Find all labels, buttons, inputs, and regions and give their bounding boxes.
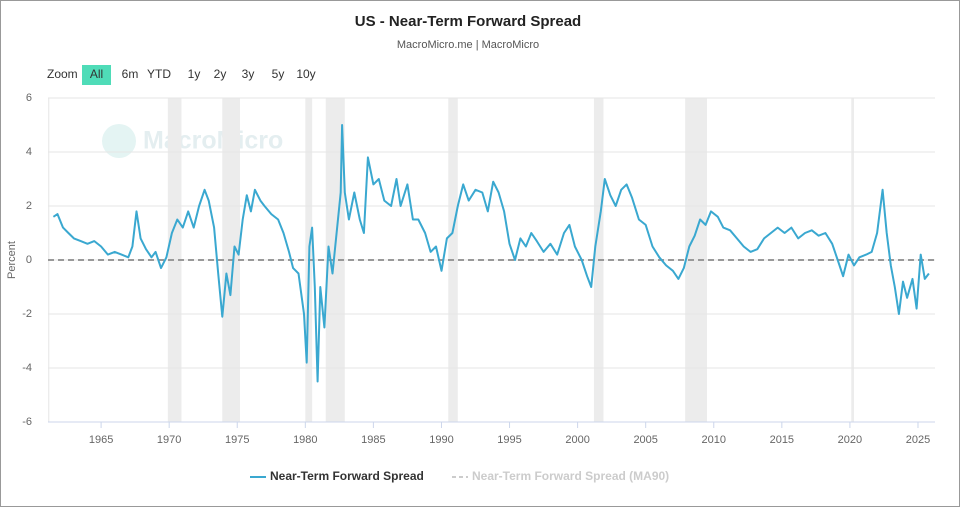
range-button-label: 1y <box>188 67 201 81</box>
y-tick-label: -2 <box>22 308 32 320</box>
range-button[interactable]: 3y <box>242 67 255 81</box>
range-button[interactable]: 1y <box>188 67 201 81</box>
range-button-label: 10y <box>296 67 315 81</box>
y-tick-label: 0 <box>26 254 32 266</box>
x-tick-label: 1985 <box>361 434 385 446</box>
x-tick-label: 1975 <box>225 434 249 446</box>
y-tick-label: 2 <box>26 200 32 212</box>
x-tick-label: 1980 <box>293 434 317 446</box>
zoom-label: Zoom <box>47 67 78 81</box>
x-tick-label: 2005 <box>633 434 657 446</box>
legend-item[interactable]: Near-Term Forward Spread <box>250 469 424 483</box>
range-button-label: 5y <box>272 67 285 81</box>
x-tick-label: 2020 <box>838 434 862 446</box>
y-tick-label: 6 <box>26 92 32 104</box>
watermark-icon <box>102 124 136 158</box>
watermark: MacroMicro <box>143 127 283 155</box>
legend-item[interactable]: Near-Term Forward Spread (MA90) <box>452 469 669 483</box>
y-tick-label: -6 <box>22 416 32 428</box>
legend-label: Near-Term Forward Spread (MA90) <box>472 469 669 483</box>
x-tick-label: 2025 <box>906 434 930 446</box>
range-button-label: 2y <box>214 67 227 81</box>
y-tick-label: -4 <box>22 362 32 374</box>
x-tick-label: 1970 <box>157 434 181 446</box>
range-button-label: YTD <box>147 67 171 81</box>
chart-title: US - Near-Term Forward Spread <box>355 13 581 30</box>
x-tick-label: 2010 <box>702 434 726 446</box>
x-tick-label: 2000 <box>565 434 589 446</box>
x-tick-label: 1995 <box>497 434 521 446</box>
chart-subtitle: MacroMicro.me | MacroMicro <box>397 39 539 51</box>
series-line <box>52 124 930 383</box>
y-axis-label: Percent <box>6 241 18 279</box>
range-button[interactable]: 10y <box>296 67 315 81</box>
range-button[interactable]: 2y <box>214 67 227 81</box>
range-button-label: 6m <box>122 67 139 81</box>
range-button-label: All <box>90 67 103 81</box>
x-tick-label: 1990 <box>429 434 453 446</box>
range-button[interactable]: 5y <box>272 67 285 81</box>
range-button[interactable]: 6m <box>122 67 139 81</box>
range-button-label: 3y <box>242 67 255 81</box>
range-button[interactable]: All <box>82 65 111 85</box>
legend-label: Near-Term Forward Spread <box>270 469 424 483</box>
x-tick-label: 1965 <box>89 434 113 446</box>
range-button-bg <box>82 65 111 85</box>
x-tick-label: 2015 <box>770 434 794 446</box>
y-tick-label: 4 <box>26 146 32 158</box>
range-button[interactable]: YTD <box>147 67 171 81</box>
